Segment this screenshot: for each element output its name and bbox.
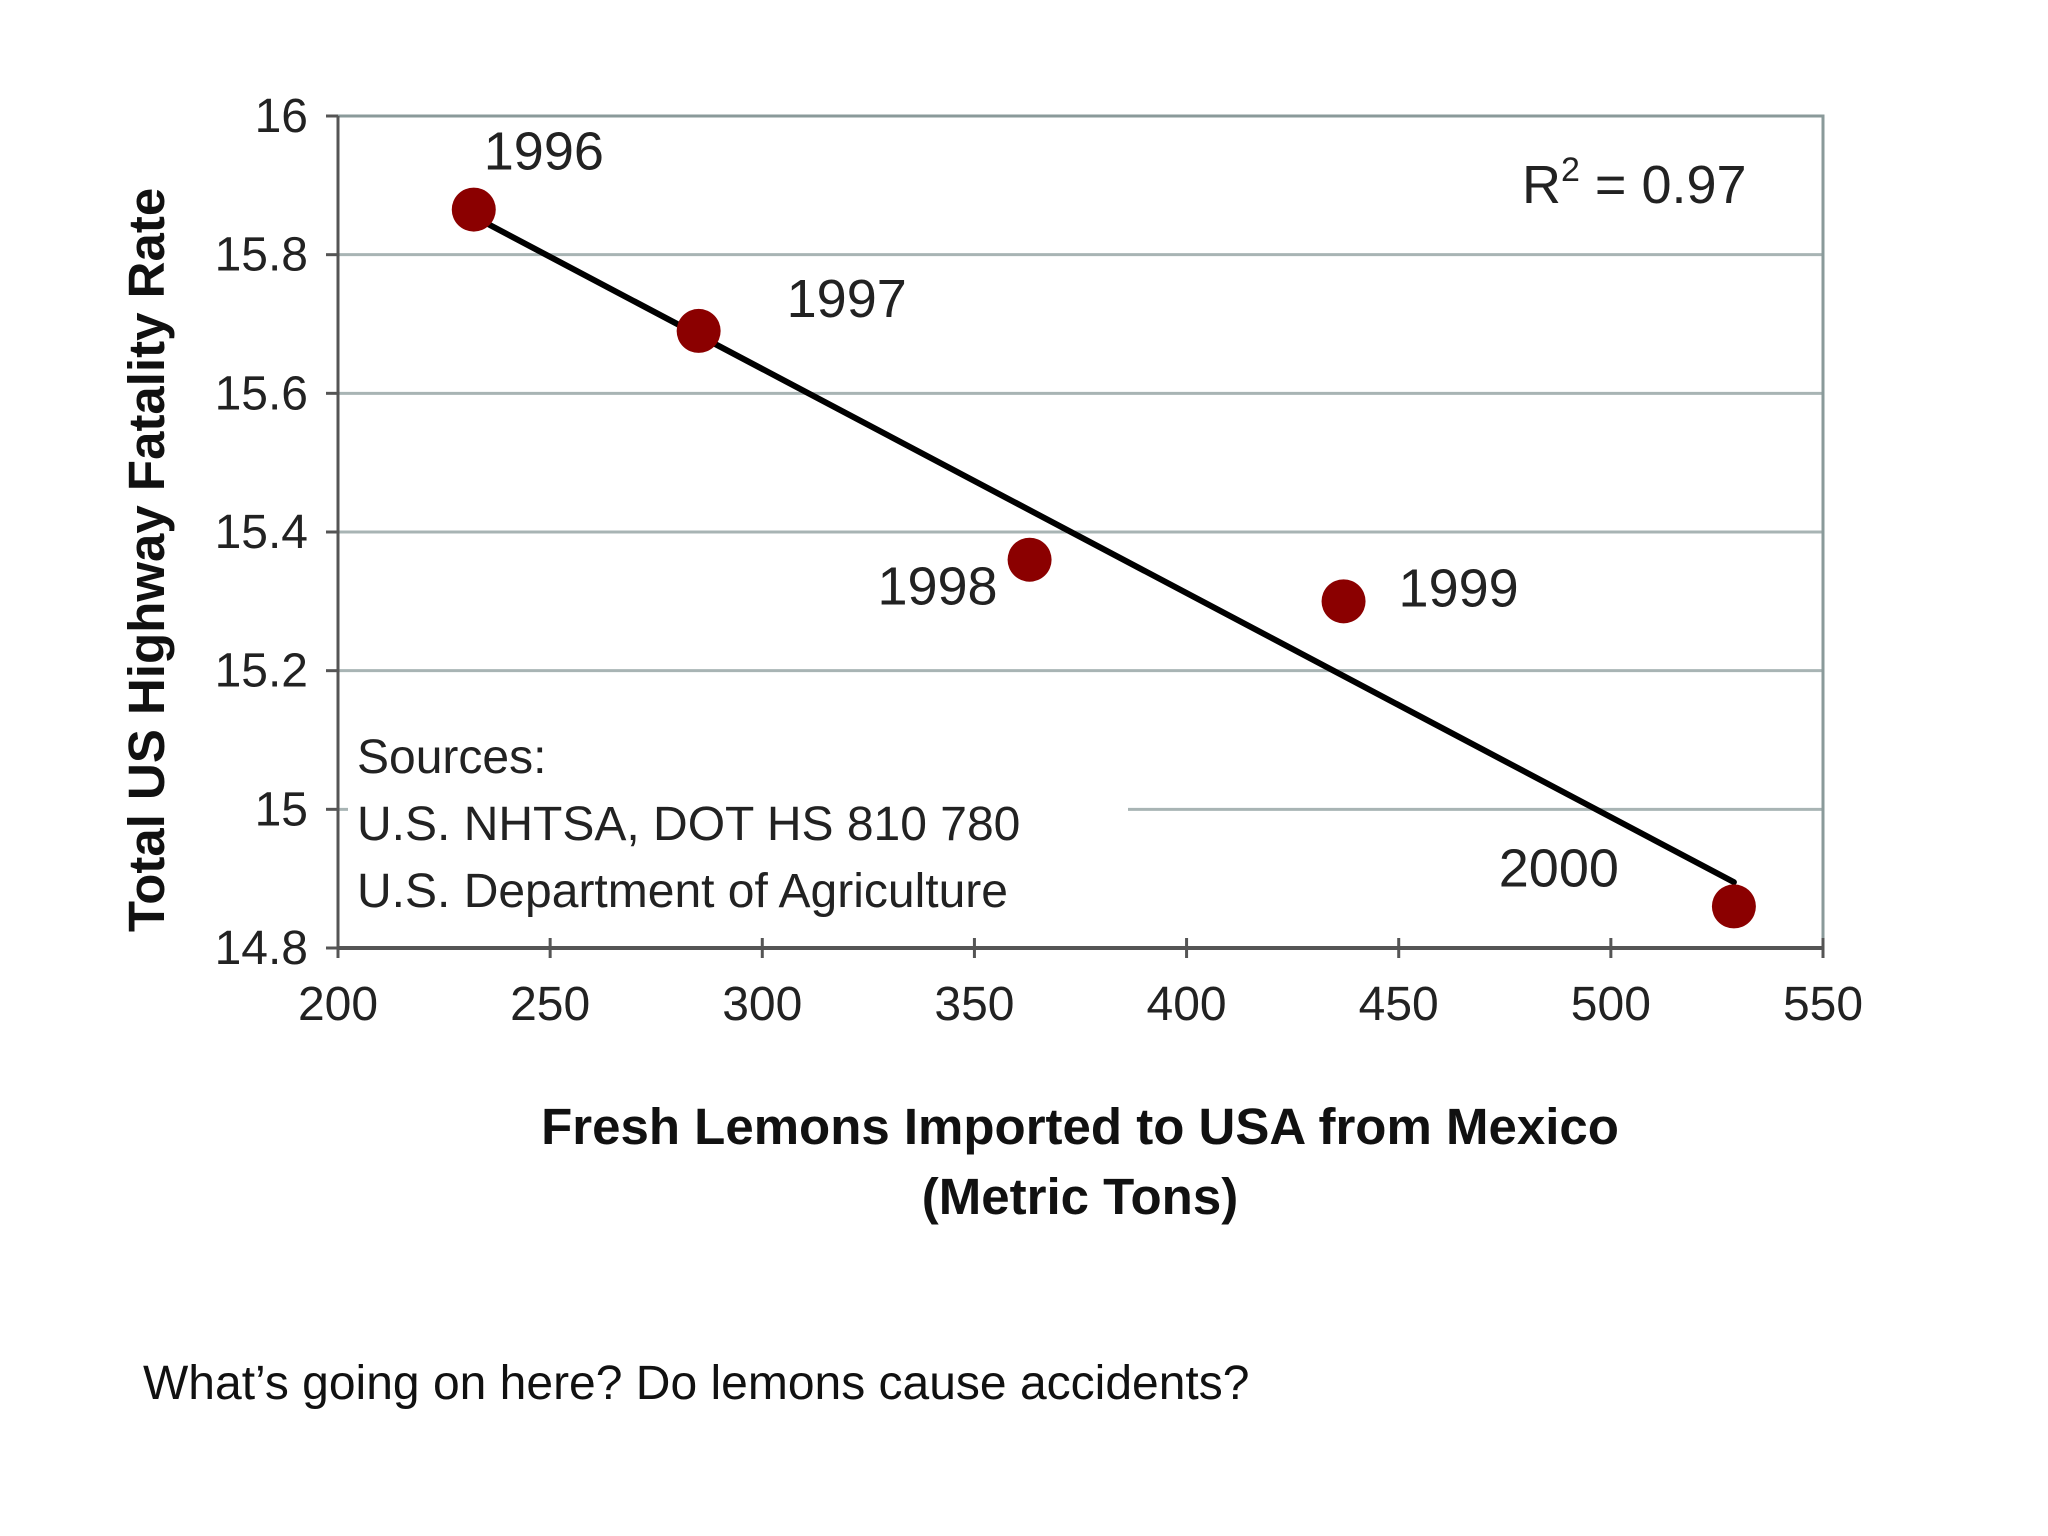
point-label-1997: 1997 bbox=[787, 269, 907, 329]
x-tick-labels: 200 250 300 350 400 450 500 550 bbox=[298, 978, 1863, 1031]
y-tick-label: 15.6 bbox=[215, 367, 308, 420]
data-point-1996 bbox=[451, 187, 496, 232]
x-axis-title-line1: Fresh Lemons Imported to USA from Mexico bbox=[541, 1098, 1619, 1155]
y-tick-label: 15 bbox=[255, 783, 308, 836]
sources-background bbox=[348, 720, 1128, 938]
point-label-1999: 1999 bbox=[1399, 558, 1519, 618]
x-tick-label: 500 bbox=[1571, 978, 1651, 1031]
x-tick-label: 250 bbox=[510, 978, 590, 1031]
sources-heading: Sources: bbox=[357, 731, 546, 784]
x-tick-label: 400 bbox=[1147, 978, 1227, 1031]
data-points bbox=[451, 187, 1756, 929]
x-tick-label: 550 bbox=[1783, 978, 1863, 1031]
x-axis-title-line2: (Metric Tons) bbox=[922, 1168, 1238, 1225]
point-label-1998: 1998 bbox=[877, 557, 997, 617]
grid-layer bbox=[338, 253, 1823, 811]
y-axis-title: Total US Highway Fatality Rate bbox=[118, 188, 175, 932]
axes-layer bbox=[326, 114, 1825, 958]
x-tick-label: 350 bbox=[934, 978, 1014, 1031]
r-squared-prefix: R bbox=[1522, 155, 1561, 215]
y-tick-labels: 14.8 15 15.2 15.4 15.6 15.8 16 bbox=[215, 90, 308, 975]
data-point-1997 bbox=[676, 308, 721, 353]
x-tick-label: 450 bbox=[1359, 978, 1439, 1031]
sources-annotation: Sources: U.S. NHTSA, DOT HS 810 780 U.S.… bbox=[348, 720, 1128, 938]
data-point-1999 bbox=[1321, 579, 1366, 624]
x-tick-label: 200 bbox=[298, 978, 378, 1031]
y-tick-label: 14.8 bbox=[215, 922, 308, 975]
r-squared-exponent: 2 bbox=[1561, 151, 1580, 189]
point-label-2000: 2000 bbox=[1499, 838, 1619, 898]
caption-question: What’s going on here? Do lemons cause ac… bbox=[143, 1357, 1250, 1410]
y-tick-label: 15.4 bbox=[215, 506, 308, 559]
y-tick-label: 15.2 bbox=[215, 645, 308, 698]
point-labels: 1996 1997 1998 1999 2000 bbox=[484, 122, 1619, 899]
sources-line-usda: U.S. Department of Agriculture bbox=[357, 865, 1008, 918]
data-point-2000 bbox=[1711, 884, 1756, 929]
sources-line-nhtsa: U.S. NHTSA, DOT HS 810 780 bbox=[357, 798, 1020, 851]
point-label-1996: 1996 bbox=[484, 122, 604, 182]
data-point-1998 bbox=[1007, 537, 1052, 582]
x-tick-label: 300 bbox=[722, 978, 802, 1031]
y-tick-label: 15.8 bbox=[215, 229, 308, 282]
r-squared-label: R2 = 0.97 bbox=[1522, 151, 1747, 215]
r-squared-value: = 0.97 bbox=[1580, 155, 1747, 215]
y-tick-label: 16 bbox=[255, 90, 308, 143]
